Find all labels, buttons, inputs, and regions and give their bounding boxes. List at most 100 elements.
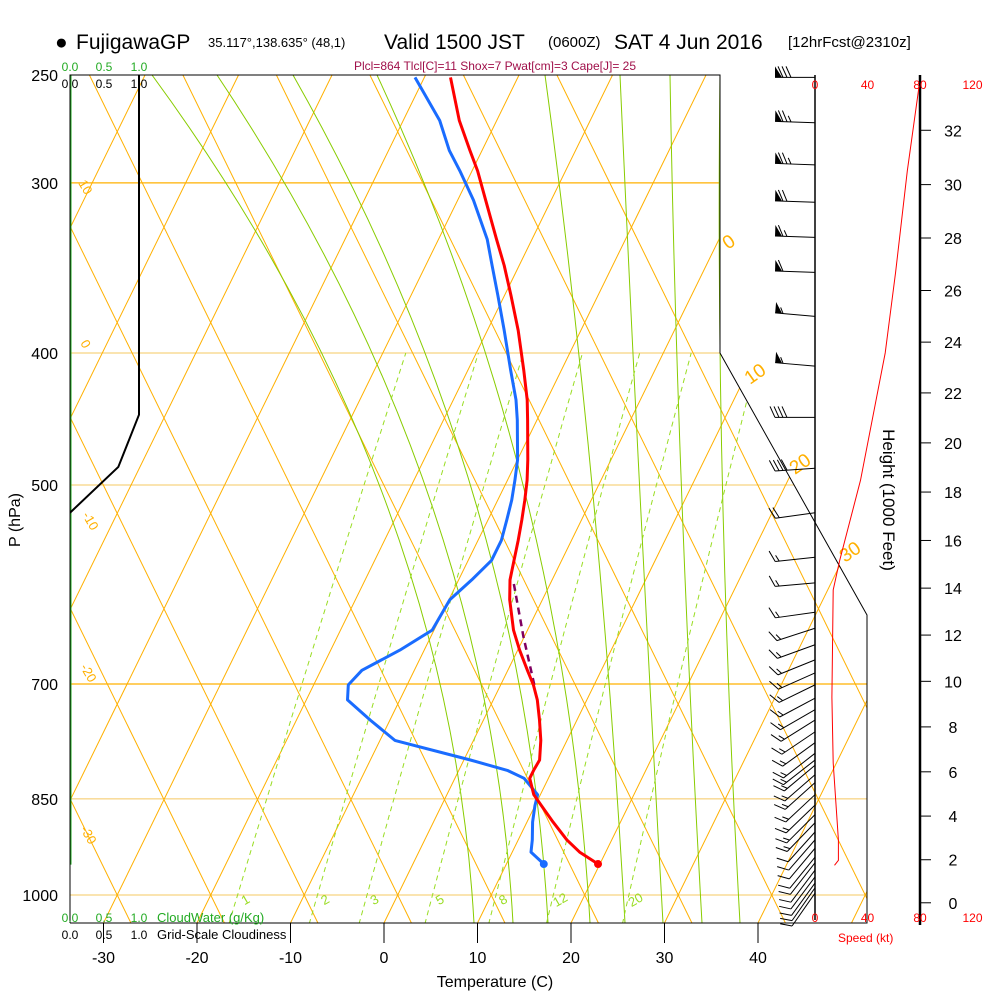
wind-barb-half-feather bbox=[782, 827, 790, 831]
wind-barb-feather bbox=[768, 550, 776, 562]
wind-barb-staff bbox=[775, 582, 816, 587]
cloud-water-tick-bottom: 0.5 bbox=[96, 911, 113, 925]
dry-adiabat-line bbox=[88, 75, 506, 923]
height-tick-label: 0 bbox=[949, 896, 958, 913]
wind-barb-feather bbox=[778, 884, 790, 889]
pressure-tick-label: 700 bbox=[31, 677, 58, 694]
pressure-tick-label: 300 bbox=[31, 176, 58, 193]
wind-barb bbox=[778, 856, 816, 889]
wind-barb bbox=[780, 887, 816, 922]
wind-barb-feather bbox=[771, 759, 783, 767]
wind-barb bbox=[778, 862, 816, 895]
wind-barb-staff bbox=[779, 697, 816, 718]
station-marker-icon: ● bbox=[55, 31, 68, 54]
wind-barb bbox=[775, 189, 816, 203]
wind-barb-half-feather bbox=[777, 723, 785, 729]
wind-barb-staff bbox=[775, 611, 816, 619]
wind-barb-feather bbox=[781, 152, 788, 165]
cloud-water-tick-top: 0.0 bbox=[62, 60, 79, 74]
wind-barb bbox=[773, 764, 816, 792]
utc-time: (0600Z) bbox=[548, 34, 601, 51]
isotherm-line bbox=[383, 75, 800, 923]
wind-barb-staff bbox=[777, 659, 816, 676]
wind-barb-staff bbox=[791, 892, 816, 927]
wind-barb bbox=[768, 607, 816, 619]
wind-barb-feather bbox=[768, 507, 776, 519]
wind-barb bbox=[773, 774, 816, 802]
temperature-line bbox=[449, 77, 599, 866]
height-tick-label: 10 bbox=[944, 674, 962, 691]
temperature-tick-label: -30 bbox=[92, 950, 115, 967]
wind-barb bbox=[768, 550, 816, 562]
y-axis-label: P (hPa) bbox=[7, 493, 24, 547]
pressure-tick-label: 500 bbox=[31, 478, 58, 495]
wind-barb bbox=[769, 672, 816, 690]
valid-date: SAT 4 Jun 2016 bbox=[614, 31, 763, 54]
wind-barb bbox=[775, 110, 816, 124]
wind-barb bbox=[775, 351, 816, 367]
isoline-label-right: 0 bbox=[719, 231, 740, 254]
speed-tick-bottom: 40 bbox=[861, 911, 875, 925]
wind-barb bbox=[772, 752, 816, 779]
wind-barb bbox=[769, 697, 816, 718]
wind-barb-feather bbox=[770, 734, 782, 742]
height-tick-label: 18 bbox=[944, 485, 962, 502]
temperature-tick-label: 0 bbox=[380, 950, 389, 967]
isotherm-line bbox=[103, 75, 520, 923]
wind-barb-feather bbox=[777, 866, 789, 871]
wind-barb bbox=[775, 301, 816, 317]
wind-barb-feather bbox=[775, 846, 788, 852]
wind-barb-feather bbox=[768, 649, 778, 659]
wind-barb-half-feather bbox=[776, 668, 782, 674]
wind-barb bbox=[768, 627, 816, 642]
wind-barb-half-feather bbox=[780, 307, 784, 314]
cloudiness-line bbox=[70, 75, 140, 514]
wind-barb bbox=[770, 719, 816, 742]
moist-adiabat-line bbox=[376, 75, 591, 923]
temperature-tick-label: 20 bbox=[562, 950, 580, 967]
mixing-ratio-line bbox=[545, 352, 692, 923]
station-coords: 35.117°,138.635° (48,1) bbox=[208, 35, 345, 50]
wind-barb-feather bbox=[780, 923, 793, 927]
moist-adiabat-line bbox=[619, 75, 664, 923]
frame bbox=[69, 74, 922, 925]
isotherm-line bbox=[70, 75, 146, 923]
wind-barb-staff bbox=[775, 162, 816, 166]
wind-barb-pennant bbox=[775, 225, 783, 237]
wind-barb-feather bbox=[772, 459, 780, 471]
wind-barb-half-feather bbox=[775, 634, 782, 640]
wind-barb-staff bbox=[785, 794, 816, 823]
height-tick-label: 8 bbox=[949, 720, 958, 737]
speed-tick-bottom: 0 bbox=[812, 911, 819, 925]
cloud-water-tick-top: 0.5 bbox=[96, 60, 113, 74]
isoline-label-right: 10 bbox=[741, 360, 770, 389]
wind-barb bbox=[773, 782, 816, 810]
dry-adiabat-line bbox=[275, 75, 693, 923]
wind-barb bbox=[775, 814, 816, 844]
wind-barb bbox=[775, 152, 816, 166]
height-tick-label: 14 bbox=[944, 581, 962, 598]
wind-barb-staff bbox=[775, 556, 816, 562]
dry-adiabat-line bbox=[70, 75, 319, 923]
speed-tick-bottom: 80 bbox=[913, 911, 927, 925]
moist-adiabat-line bbox=[292, 75, 549, 923]
wind-barb-staff bbox=[778, 684, 816, 703]
wind-barb-feather bbox=[774, 827, 787, 834]
wind-barb-staff bbox=[776, 627, 816, 642]
isotherm-line bbox=[570, 75, 867, 923]
isoline-label-left: -20 bbox=[77, 661, 99, 685]
wind-barb bbox=[770, 709, 816, 731]
wind-barb-feather bbox=[770, 722, 781, 731]
wind-barb-half-feather bbox=[779, 748, 786, 753]
moist-adiabat-line bbox=[669, 75, 703, 923]
wind-barb bbox=[775, 259, 816, 273]
cloud-water-label: CloudWater (g/Kg) bbox=[157, 910, 264, 925]
dry-adiabat-line bbox=[556, 75, 867, 923]
wind-barb bbox=[779, 882, 816, 916]
moist-adiabat-line bbox=[718, 75, 741, 923]
height-tick-label: 22 bbox=[944, 386, 962, 403]
wind-barb-staff bbox=[783, 759, 816, 786]
temperature-tick-label: 40 bbox=[749, 950, 767, 967]
plot-border bbox=[69, 74, 868, 924]
wind-barb-feather bbox=[773, 804, 786, 810]
